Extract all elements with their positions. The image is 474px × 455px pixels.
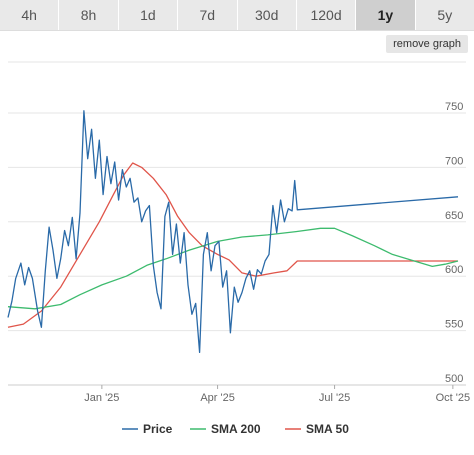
tab-5y[interactable]: 5y — [437, 7, 453, 23]
tab-7d[interactable]: 7d — [178, 0, 238, 30]
x-tick-label: Jan '25 — [84, 392, 119, 404]
y-tick-label: 650 — [445, 210, 463, 222]
price-line — [7, 110, 459, 354]
chart-grid: 500 550 600 650 700 750 Jan '25 Apr '25 Jul '25 O… — [8, 61, 471, 404]
tab-30d[interactable]: 30d — [238, 0, 297, 30]
y-tick-label: 750 — [445, 101, 463, 113]
legend-price-label: Price — [143, 422, 173, 436]
remove-graph-button[interactable]: remove graph — [386, 35, 468, 53]
x-tick-label: Jul '25 — [319, 392, 350, 404]
legend-sma-50-label: SMA 50 — [306, 422, 349, 436]
y-tick-label: 550 — [445, 319, 463, 331]
tab-1d[interactable]: 1d — [119, 0, 179, 30]
chart-series — [7, 110, 459, 354]
tab-4h[interactable]: 4h — [0, 0, 60, 30]
tab-120d[interactable]: 120d — [297, 0, 357, 30]
y-tick-label: 600 — [445, 264, 463, 276]
sma-50-line — [7, 162, 458, 328]
tab-8h[interactable]: 8h — [59, 0, 119, 30]
y-tick-label: 500 — [445, 373, 463, 385]
chart-legend: Price SMA 200 SMA 50 — [122, 422, 349, 436]
sma-200-line — [7, 227, 459, 310]
y-tick-label: 700 — [445, 155, 463, 167]
x-tick-label: Apr '25 — [200, 392, 235, 404]
legend-sma-200-label: SMA 200 — [211, 422, 261, 436]
tab-1y[interactable]: 1y — [356, 0, 416, 30]
time-range-tabs: 4h 8h 1d 7d 30d 120d 1y 5y — [0, 0, 474, 31]
x-tick-label: Oct '25 — [436, 392, 471, 404]
